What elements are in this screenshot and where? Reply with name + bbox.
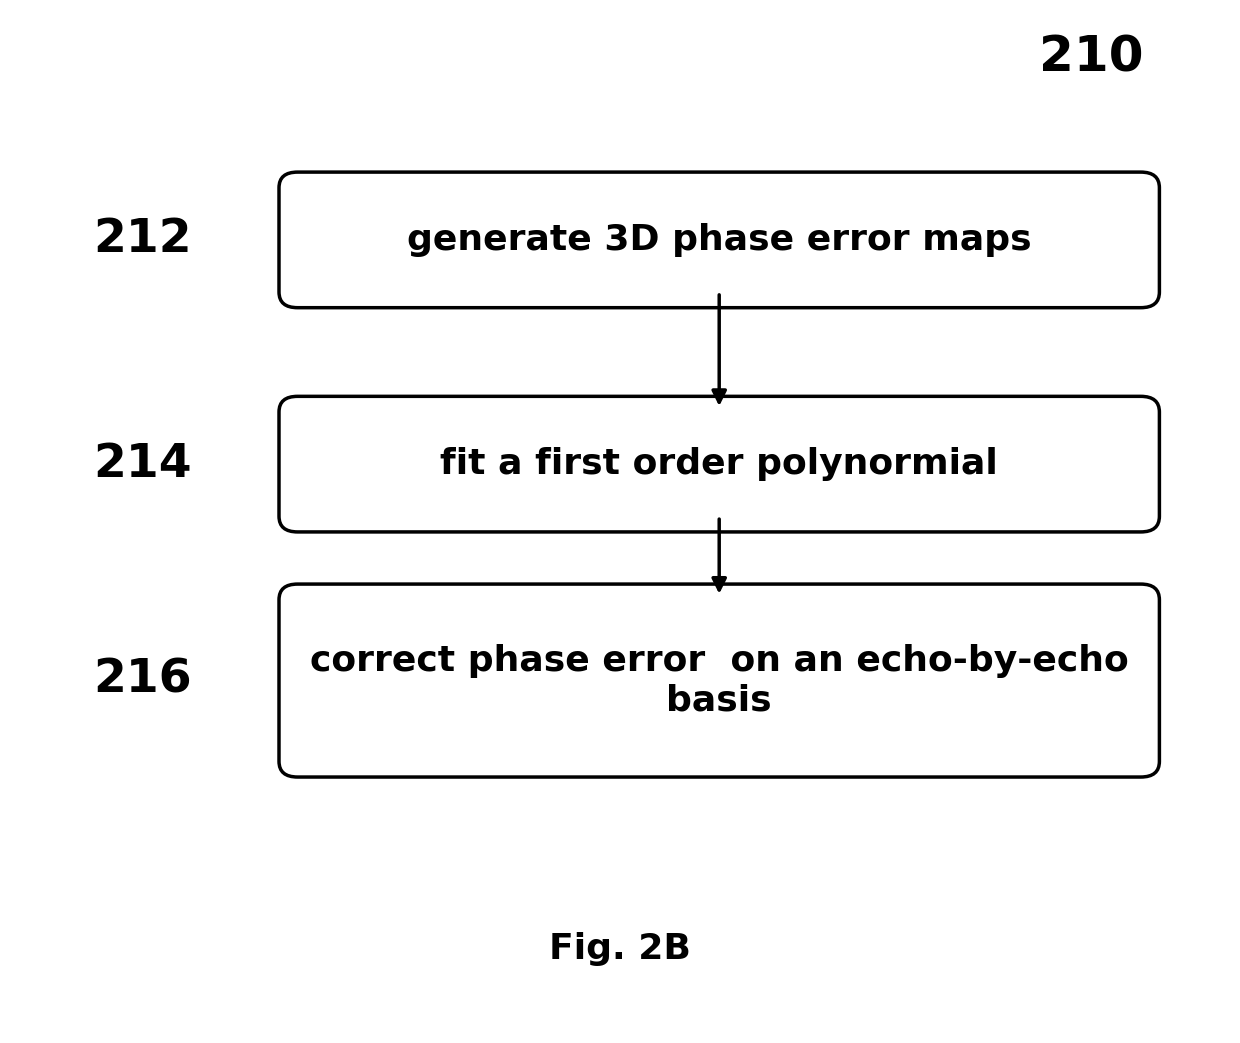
Text: fit a first order polynormial: fit a first order polynormial bbox=[440, 447, 998, 481]
Text: correct phase error  on an echo-by-echo
basis: correct phase error on an echo-by-echo b… bbox=[310, 644, 1128, 718]
Text: generate 3D phase error maps: generate 3D phase error maps bbox=[407, 223, 1032, 257]
Text: Fig. 2B: Fig. 2B bbox=[549, 932, 691, 966]
Text: 212: 212 bbox=[93, 217, 192, 263]
Text: 210: 210 bbox=[1039, 33, 1143, 81]
Text: 214: 214 bbox=[93, 441, 192, 487]
FancyBboxPatch shape bbox=[279, 396, 1159, 532]
FancyBboxPatch shape bbox=[279, 172, 1159, 308]
FancyBboxPatch shape bbox=[279, 584, 1159, 777]
Text: 216: 216 bbox=[93, 657, 192, 703]
